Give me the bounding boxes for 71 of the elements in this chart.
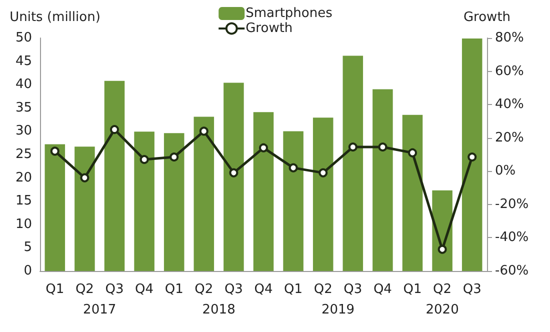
- bar: [283, 131, 304, 271]
- y-tick-label: 35: [15, 100, 32, 116]
- y2-tick-label: 80%: [495, 30, 524, 46]
- y2-tick-label: 40%: [495, 97, 524, 112]
- y-tick-label: 15: [15, 194, 32, 209]
- point: [170, 152, 179, 162]
- x-tick-label: Q4: [373, 282, 392, 297]
- y2-tick-label: 0%: [495, 164, 516, 179]
- y-tick-label: 45: [15, 54, 32, 69]
- bar: [194, 116, 214, 271]
- legend-label: Growth: [246, 21, 293, 36]
- point: [80, 173, 90, 182]
- y2-tick-label: 60%: [495, 64, 524, 79]
- point: [110, 125, 119, 134]
- y2-axis-title: Growth: [463, 10, 511, 25]
- y2-tick-label: -40%: [495, 230, 529, 246]
- bar: [104, 80, 125, 271]
- point: [318, 168, 328, 178]
- y-tick-label: 10: [15, 216, 32, 232]
- x-tick-label: Q2: [194, 282, 214, 297]
- bar: [253, 112, 274, 271]
- y2-tick-label: -20%: [495, 196, 529, 212]
- x-tick-label: Q3: [462, 282, 482, 297]
- x-tick-label: Q2: [314, 282, 332, 297]
- point: [348, 142, 358, 152]
- y-tick-label: 0: [24, 264, 32, 278]
- x-tick-label: Q3: [224, 282, 243, 297]
- y-tick-label: 40: [15, 77, 32, 92]
- point: [468, 152, 477, 162]
- bar: [74, 146, 95, 271]
- point: [408, 148, 417, 158]
- bar: [312, 118, 334, 271]
- text: 2018: [202, 302, 236, 318]
- x-tick-label: Q4: [254, 282, 273, 297]
- point: [378, 142, 388, 152]
- y-axis-title: Units (million): [10, 10, 100, 25]
- x-tick-label: Q3: [344, 282, 362, 297]
- bar: [164, 133, 184, 271]
- point: [288, 163, 298, 172]
- x-tick-label: Q4: [135, 282, 154, 297]
- x-tick-label: Q1: [284, 282, 303, 297]
- text: 2019: [321, 302, 355, 318]
- x-tick-label: Q1: [403, 282, 422, 297]
- bar: [224, 82, 244, 271]
- bar: [44, 144, 66, 271]
- x-tick-label: Q1: [46, 282, 64, 297]
- y2-tick-label: 20%: [495, 130, 524, 146]
- bar: [134, 132, 154, 271]
- text: 2020: [426, 302, 459, 318]
- point: [50, 146, 60, 156]
- y2-tick-label: -60%: [495, 264, 529, 278]
- y-tick-label: 50: [15, 30, 32, 46]
- y-tick-label: 5: [24, 240, 32, 256]
- x-tick-label: Q2: [433, 282, 452, 297]
- bar: [342, 56, 364, 271]
- point: [229, 168, 238, 178]
- legend-label: Smartphones: [246, 6, 333, 21]
- y-tick-label: 30: [15, 124, 32, 139]
- x-tick-label: Q2: [75, 282, 94, 297]
- bar: [462, 38, 482, 271]
- point: [140, 154, 149, 164]
- bar: [402, 114, 423, 271]
- y-tick-label: 25: [15, 147, 32, 162]
- x-tick-label: Q1: [164, 282, 184, 297]
- text: 2017: [83, 302, 116, 318]
- y-tick-label: 20: [15, 170, 32, 186]
- point: [199, 126, 208, 136]
- point: [259, 143, 268, 152]
- bar: [372, 89, 393, 271]
- point: [438, 244, 447, 254]
- x-tick-label: Q3: [105, 282, 124, 297]
